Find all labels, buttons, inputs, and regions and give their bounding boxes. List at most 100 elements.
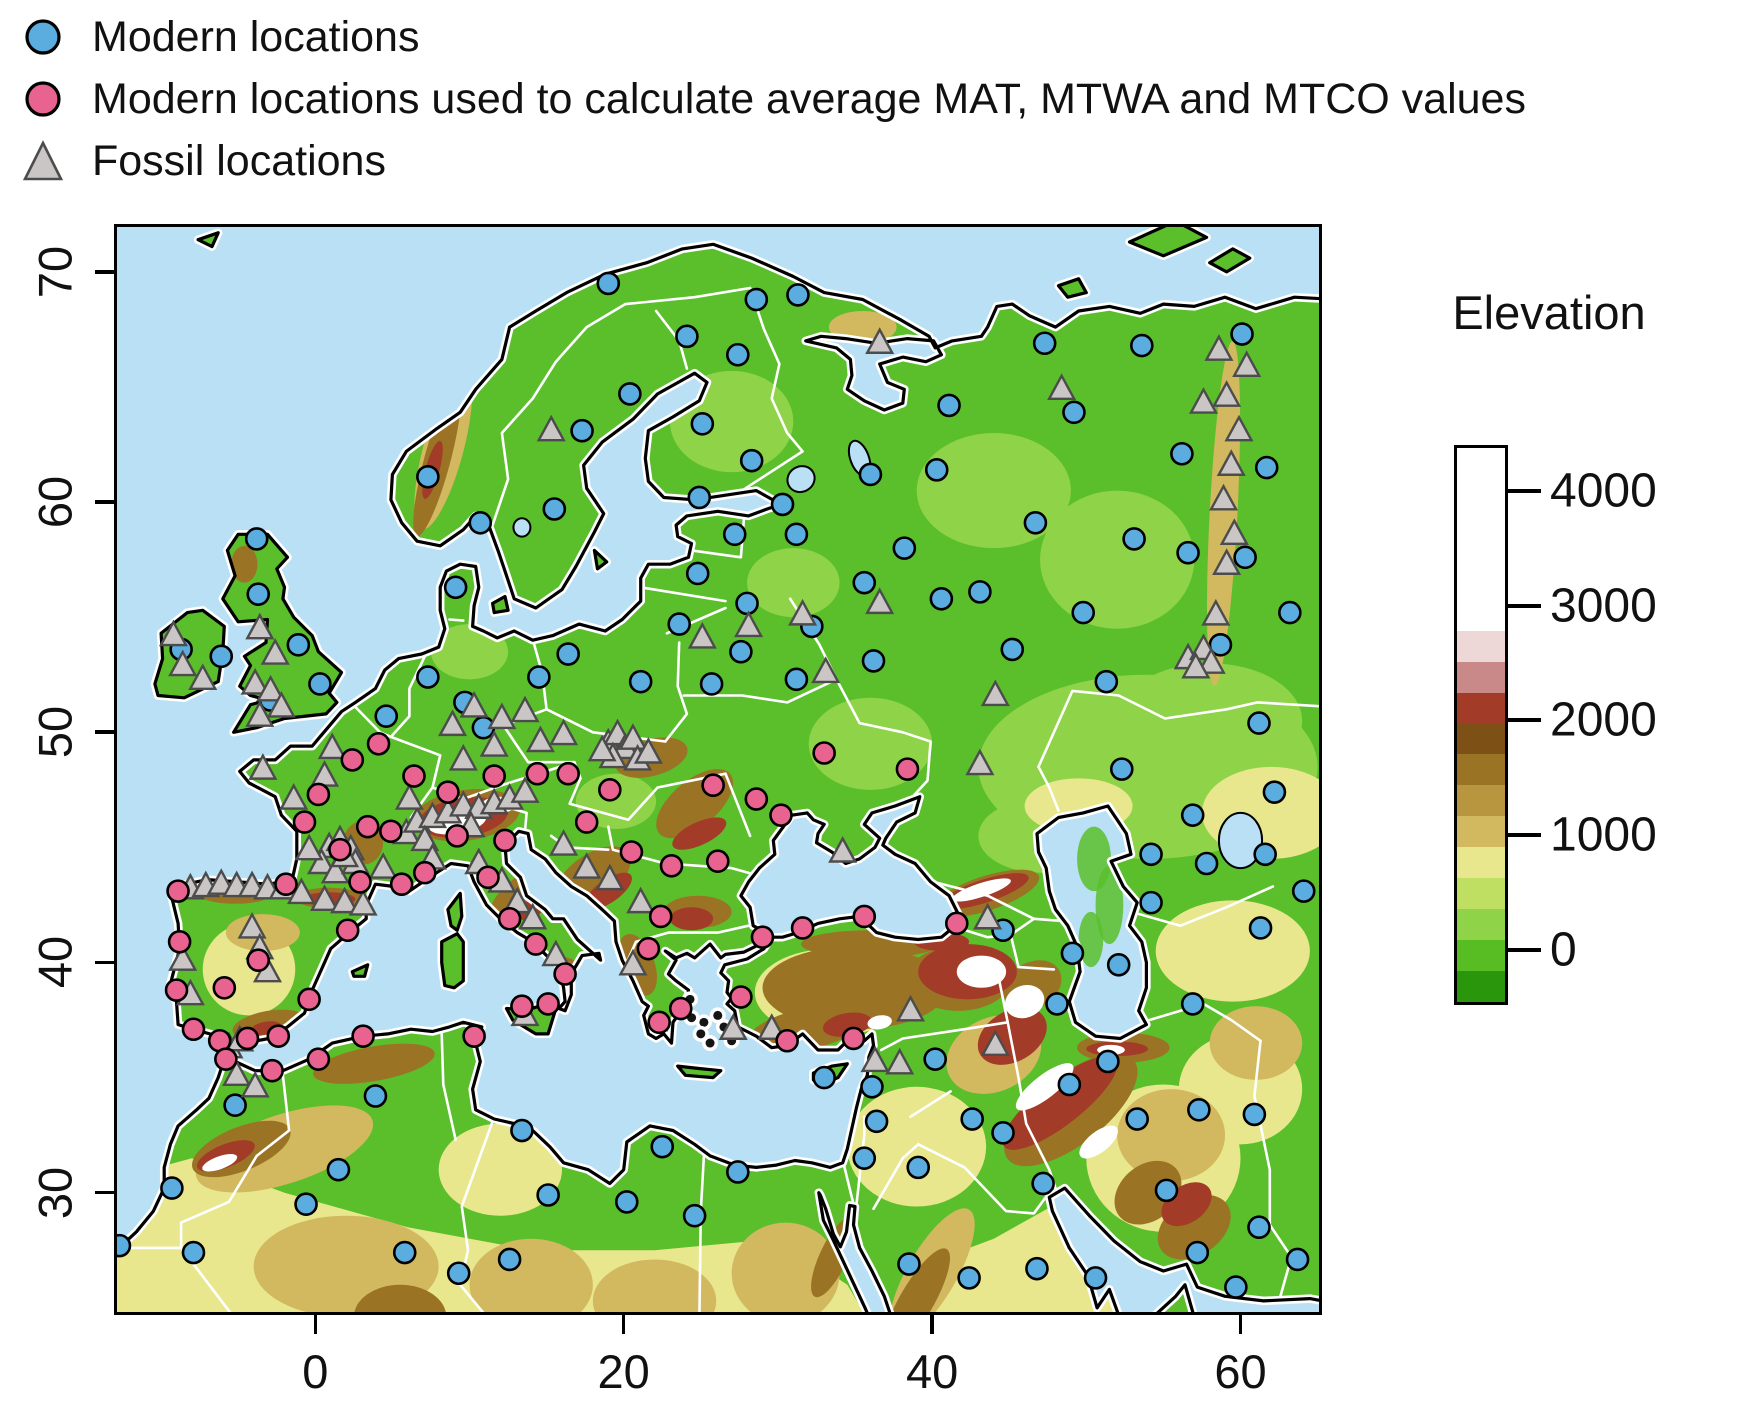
- modern-location-marker: [468, 511, 493, 535]
- modern-location-marker: [1130, 333, 1154, 358]
- modern-location-marker: [957, 1266, 981, 1290]
- modern-location-marker: [960, 1107, 984, 1131]
- x-axis-tick: [930, 1312, 934, 1334]
- modern-location-marker: [286, 633, 311, 657]
- modern-avg-location-marker: [167, 929, 192, 954]
- fossil-location-marker: [260, 638, 290, 665]
- colorbar-segment: [1457, 754, 1505, 786]
- colorbar-segment: [1457, 816, 1505, 848]
- fossil-location-marker: [487, 702, 517, 730]
- fossil-location-marker: [811, 656, 841, 684]
- fossil-location-marker: [618, 723, 648, 750]
- colorbar-title: Elevation: [1452, 286, 1646, 339]
- fossil-location-marker: [410, 824, 440, 852]
- modern-avg-location-marker: [235, 1026, 260, 1051]
- modern-location-marker: [784, 522, 809, 547]
- modern-location-marker: [1109, 757, 1134, 781]
- fossil-location-marker: [1181, 651, 1211, 679]
- fossil-location-marker: [1216, 449, 1246, 476]
- modern-location-marker: [1224, 1275, 1248, 1299]
- modern-location-marker: [181, 1240, 206, 1265]
- fossil-location-marker: [188, 663, 218, 691]
- modern-location-marker: [1094, 669, 1119, 694]
- fossil-location-marker: [245, 612, 275, 640]
- modern-avg-location-marker: [750, 925, 775, 949]
- modern-location-marker: [1096, 1049, 1120, 1074]
- modern-location-marker: [1062, 400, 1086, 425]
- modern-location-marker: [1180, 992, 1205, 1016]
- colorbar-segment: [1457, 630, 1505, 662]
- legend-label-modern-avg: Modern locations used to calculate avera…: [92, 74, 1526, 123]
- fossil-location-marker: [245, 700, 275, 727]
- x-tick-label: 60: [1214, 1345, 1267, 1398]
- modern-location-marker: [729, 639, 753, 664]
- fossil-location-marker: [525, 725, 555, 753]
- fossil-location-marker: [518, 902, 548, 930]
- modern-location-marker: [117, 1233, 132, 1258]
- modern-location-marker: [1071, 600, 1096, 625]
- fossil-location-marker: [549, 718, 579, 746]
- modern-avg-location-marker: [266, 1024, 291, 1048]
- modern-location-marker: [784, 667, 809, 692]
- fossil-location-marker: [626, 886, 656, 914]
- modern-avg-location-marker: [306, 782, 331, 807]
- colorbar-segment: [1457, 939, 1505, 971]
- legend-item-modern-avg: Modern locations used to calculate avera…: [20, 68, 1526, 130]
- fossil-location-marker: [438, 709, 468, 737]
- modern-avg-location-marker: [790, 916, 815, 940]
- modern-location-marker: [527, 665, 551, 689]
- modern-avg-location-marker: [436, 780, 460, 804]
- fossil-location-marker: [788, 598, 818, 626]
- modern-location-marker: [363, 1084, 388, 1108]
- modern-location-marker: [1291, 879, 1316, 903]
- modern-location-marker: [650, 1134, 675, 1159]
- modern-avg-location-marker: [260, 1058, 284, 1083]
- modern-avg-location-marker: [366, 731, 391, 756]
- fossil-location-marker: [317, 732, 347, 760]
- modern-avg-location-marker: [648, 904, 673, 929]
- fossil-location-marker: [618, 948, 648, 976]
- modern-location-marker: [852, 1146, 877, 1170]
- fossil-location-marker: [865, 327, 895, 354]
- modern-avg-location-marker: [729, 985, 753, 1009]
- modern-avg-location-marker: [402, 764, 426, 788]
- x-axis-tick: [1238, 1312, 1243, 1334]
- fossil-location-marker: [237, 911, 267, 939]
- modern-avg-location-marker: [246, 948, 271, 972]
- modern-location-marker: [937, 393, 961, 418]
- fossil-location-marker: [757, 1013, 787, 1040]
- modern-location-marker: [1194, 851, 1219, 876]
- y-axis-tick: [95, 960, 117, 965]
- modern-avg-location-marker: [769, 803, 793, 827]
- modern-location-marker: [852, 570, 877, 595]
- modern-avg-location-icon: [25, 81, 61, 117]
- modern-location-marker: [1180, 803, 1205, 827]
- fossil-location-marker: [294, 833, 324, 861]
- colorbar-segment: [1457, 692, 1505, 724]
- modern-location-marker: [685, 561, 710, 586]
- colorbar-tick-label: 1000: [1550, 808, 1657, 862]
- modern-avg-location-marker: [493, 828, 517, 853]
- fossil-location-marker: [536, 414, 566, 442]
- modern-location-marker: [1045, 992, 1069, 1016]
- fossil-location-marker: [266, 690, 296, 718]
- modern-avg-location-marker: [164, 978, 189, 1002]
- fossil-location-marker: [222, 1059, 252, 1086]
- modern-location-marker: [892, 536, 917, 560]
- fossil-location-marker: [549, 829, 579, 856]
- y-tick-label: 60: [28, 475, 82, 529]
- fossil-location-marker: [348, 888, 378, 916]
- modern-location-marker: [690, 412, 715, 436]
- fossil-location-marker: [595, 863, 625, 891]
- fossil-location-marker: [1224, 414, 1254, 442]
- modern-avg-location-marker: [553, 962, 577, 986]
- colorbar-tick: [1505, 947, 1541, 952]
- colorbar-segment: [1457, 878, 1505, 909]
- fossil-location-marker: [980, 679, 1010, 707]
- fossil-location-marker: [687, 621, 717, 649]
- modern-location-marker: [556, 642, 580, 666]
- fossil-location-marker: [168, 649, 198, 677]
- fossil-location-marker: [240, 1070, 270, 1098]
- modern-location-marker: [1248, 916, 1273, 940]
- fossil-location-marker: [510, 695, 540, 723]
